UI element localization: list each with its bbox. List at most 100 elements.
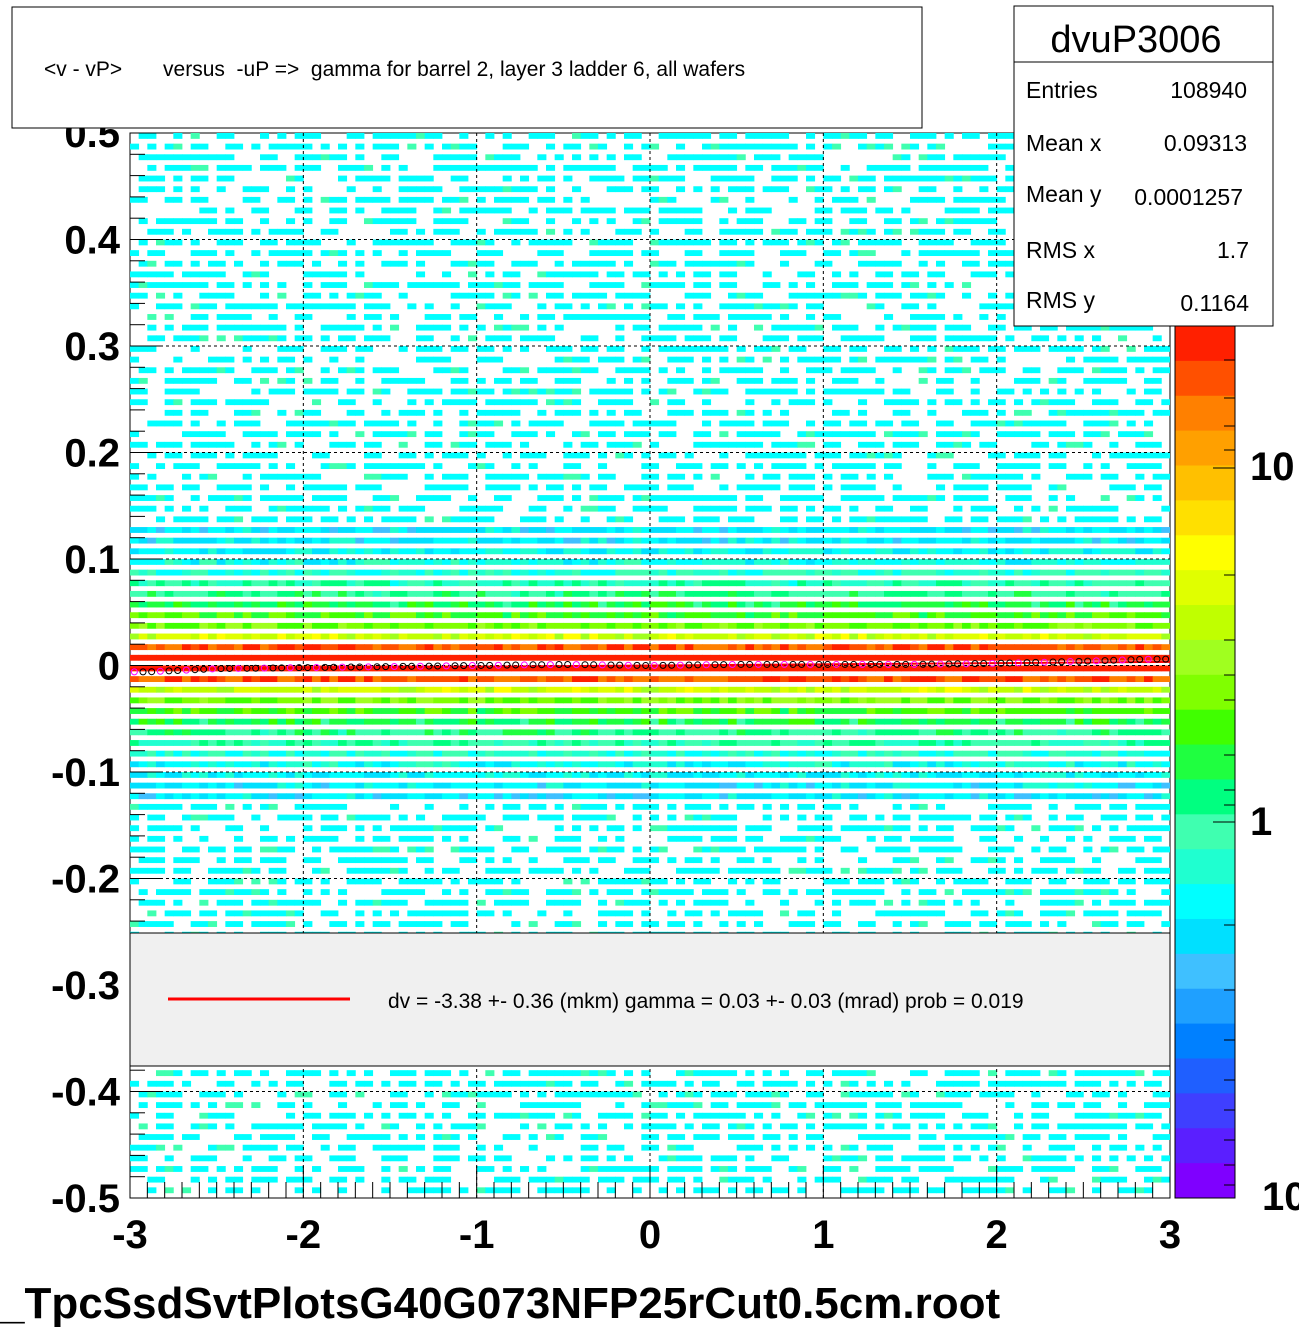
heatmap-cell (520, 590, 530, 597)
heatmap-cell (615, 495, 625, 501)
heatmap-cell (702, 803, 712, 810)
heatmap-cell (234, 324, 244, 331)
heatmap-cell (606, 708, 616, 714)
heatmap-cell (312, 644, 322, 651)
heatmap-cell (398, 697, 408, 704)
heatmap-cell (589, 271, 599, 278)
heatmap-cell (407, 654, 417, 661)
heatmap-cell (156, 803, 166, 810)
heatmap-cell (572, 644, 582, 651)
heatmap-cell (442, 676, 452, 683)
heatmap-cell (676, 1176, 686, 1183)
heatmap-cell (216, 1070, 226, 1077)
heatmap-cell (433, 559, 443, 565)
heatmap-cell (528, 644, 538, 651)
heatmap-cell (537, 452, 547, 459)
heatmap-cell (294, 654, 304, 661)
heatmap-cell (450, 399, 460, 406)
heatmap-cell (190, 1155, 200, 1162)
heatmap-cell (702, 367, 712, 374)
heatmap-cell (173, 260, 183, 267)
heatmap-cell (728, 910, 738, 917)
heatmap-cell (390, 825, 400, 832)
heatmap-cell (381, 740, 391, 746)
heatmap-cell (130, 527, 140, 533)
heatmap-cell (320, 420, 330, 427)
heatmap-cell (277, 697, 287, 704)
heatmap-cell (277, 228, 287, 235)
heatmap-cell (164, 484, 174, 491)
heatmap-cell (372, 612, 382, 619)
heatmap-cell (598, 772, 608, 778)
heatmap-cell (667, 495, 677, 501)
heatmap-cell (190, 388, 200, 395)
heatmap-cell (580, 633, 590, 640)
heatmap-cell (702, 505, 712, 512)
heatmap-cell (268, 452, 278, 459)
heatmap-cell (416, 1102, 426, 1109)
heatmap-cell (641, 1102, 651, 1109)
heatmap-cell (138, 867, 148, 874)
heatmap-cell (606, 260, 616, 267)
heatmap-cell (520, 761, 530, 768)
heatmap-cell (199, 803, 209, 810)
heatmap-cell (494, 644, 504, 651)
heatmap-cell (572, 1102, 582, 1109)
heatmap-cell (208, 250, 218, 257)
heatmap-cell (572, 143, 582, 150)
heatmap-cell (554, 239, 564, 246)
heatmap-cell (494, 889, 504, 896)
heatmap-cell (702, 335, 712, 342)
heatmap-cell (546, 889, 556, 896)
heatmap-cell (182, 473, 192, 480)
heatmap-cell (702, 1134, 712, 1140)
heatmap-cell (364, 196, 374, 203)
heatmap-cell (312, 431, 322, 438)
heatmap-cell (164, 314, 174, 320)
heatmap-cell (528, 388, 538, 395)
heatmap-cell (442, 1176, 452, 1183)
heatmap-cell (364, 750, 374, 757)
heatmap-cell (502, 835, 512, 842)
heatmap-cell (615, 356, 625, 363)
heatmap-cell (546, 718, 556, 725)
heatmap-cell (182, 463, 192, 470)
heatmap-cell (320, 463, 330, 470)
heatmap-cell (728, 835, 738, 842)
heatmap-cell (546, 601, 556, 608)
heatmap-cell (173, 143, 183, 150)
heatmap-cell (199, 750, 209, 757)
heatmap-cell (268, 548, 278, 555)
heatmap-cell (138, 772, 148, 778)
heatmap-cell (676, 495, 686, 501)
heatmap-cell (312, 867, 322, 874)
heatmap-cell (416, 857, 426, 864)
heatmap-cell (355, 548, 365, 555)
heatmap-cell (658, 537, 668, 544)
heatmap-cell (589, 622, 599, 629)
heatmap-cell (563, 857, 573, 864)
heatmap-cell (130, 803, 140, 810)
heatmap-cell (476, 580, 486, 587)
heatmap-cell (173, 239, 183, 246)
heatmap-cell (433, 495, 443, 501)
heatmap-cell (450, 303, 460, 310)
heatmap-cell (416, 590, 426, 597)
heatmap-cell (641, 218, 651, 225)
heatmap-cell (728, 1176, 738, 1183)
heatmap-cell (606, 740, 616, 746)
heatmap-cell (485, 207, 495, 214)
heatmap-cell (450, 814, 460, 821)
heatmap-cell (667, 346, 677, 352)
heatmap-cell (173, 612, 183, 619)
heatmap-cell (208, 750, 218, 757)
heatmap-cell (260, 633, 270, 640)
heatmap-cell (268, 537, 278, 544)
heatmap-cell (190, 399, 200, 406)
heatmap-cell (433, 463, 443, 470)
heatmap-cell (563, 377, 573, 384)
heatmap-cell (580, 878, 590, 885)
heatmap-cell (650, 1144, 660, 1151)
heatmap-cell (433, 346, 443, 352)
heatmap-cell (728, 761, 738, 768)
